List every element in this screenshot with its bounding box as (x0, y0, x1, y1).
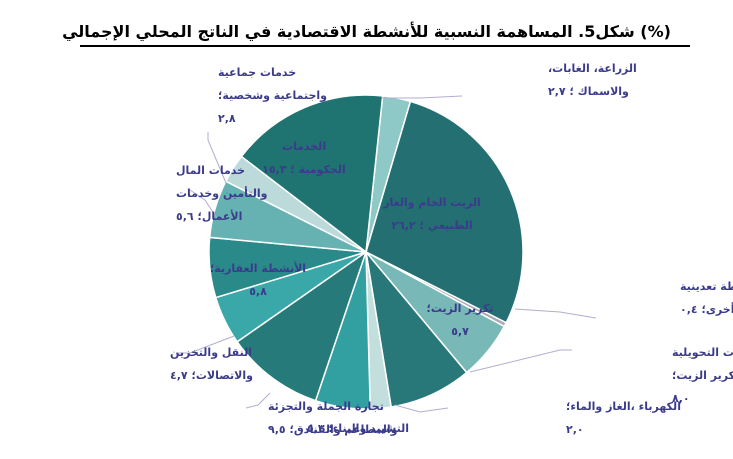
slice-label-line: الكهرباء ،الغاز والماء؛ (566, 400, 681, 413)
slice-label-line: الصناعات التحويلية (672, 346, 733, 359)
slice-label-line: النقل والتخزين (170, 346, 252, 359)
slice-label-line: ٢,٨ (218, 112, 236, 125)
title-underline (80, 45, 690, 47)
slice-label-line: التشييد والبناء؛ ٥,٣ (307, 422, 409, 435)
leader-line (394, 404, 449, 413)
slice-label: الزيت الخام والغاز الطبيعي ؛ ٢٦,٢ (382, 196, 481, 232)
leader-line (176, 335, 235, 354)
slice-label-line: وتحجيرية أخرى؛ ٠,٤ (680, 302, 733, 316)
slice-label-line: ما عدا تكرير الزيت؛ (672, 369, 733, 382)
leader-line (382, 95, 463, 99)
slice-label-line: أنشطة تعدينية (680, 279, 733, 293)
slice-label: أنشطة تعدينية وتحجيرية أخرى؛ ٠,٤ (680, 279, 733, 316)
pie-slice (364, 249, 468, 408)
slice-label-line: تجارة الجملة والتجزئة (268, 400, 384, 413)
pie-slice (240, 94, 384, 254)
leader-line (469, 349, 572, 373)
slice-label: تجارة الجملة والتجزئة والمطاعم والفنادق؛ … (268, 400, 398, 436)
slice-label: الكهرباء ،الغاز والماء؛ ٢,٠ (566, 400, 681, 436)
slice-label-line: الأعمال؛ ٥,٦ (176, 209, 242, 223)
slice-label-line: واجتماعية وشخصية؛ (218, 89, 327, 102)
chart-title: شكل5. المساهمة النسبية للأنشطة الاقتصادي… (62, 22, 671, 41)
slice-label: تكرير الزيت؛ ٥,٧ (426, 302, 493, 338)
slice-label-line: الخدمات (282, 140, 326, 153)
slice-label-line: تكرير الزيت؛ (426, 302, 493, 315)
slice-label-line: خدمات المال (176, 164, 245, 177)
slice-label-line: الزراعة، الغابات، (548, 62, 637, 75)
pie-slice (365, 100, 524, 324)
slice-label-line: الحكومية ؛ ١٥,٣ (262, 163, 345, 176)
slice-label-line: خدمات جماعية (218, 66, 296, 79)
pie-slice (236, 250, 368, 402)
slice-label: الزراعة، الغابات، والاسماك ؛ ٢,٧ (548, 62, 637, 98)
slice-label-line: ٥,٧ (451, 325, 469, 338)
slice-label: الخدمات الحكومية ؛ ١٥,٣ (262, 140, 345, 176)
leader-line (514, 308, 597, 319)
slice-label-line: والتأمين وخدمات (176, 186, 268, 200)
slice-label: خدمات المال والتأمين وخدمات الأعمال؛ ٥,٦ (176, 164, 268, 223)
slice-label-line: الطبيعي ؛ ٢٦,٢ (391, 219, 472, 232)
slice-label: التشييد والبناء؛ ٥,٣ (307, 422, 409, 435)
slice-label-line: الأنشطة العقارية؛ (210, 261, 306, 275)
slice-label: النقل والتخزين والاتصالات؛ ٤,٧ (170, 346, 253, 382)
leader-line (207, 132, 227, 184)
slice-label-line: والاتصالات؛ ٤,٧ (170, 369, 253, 382)
slice-label: خدمات جماعية واجتماعية وشخصية؛ ٢,٨ (218, 66, 327, 125)
leader-line (189, 189, 219, 221)
slice-label-line: ٥,٨ (249, 285, 267, 298)
slice-label-line: والاسماك ؛ ٢,٧ (548, 85, 629, 98)
leader-line (245, 392, 271, 409)
slice-label: الصناعات التحويلية ما عدا تكرير الزيت؛ ٨,٠ (672, 346, 733, 405)
slice-label-line: ٨,٠ (672, 392, 690, 405)
slice-label-line: والمطاعم والفنادق؛ ٩,٥ (268, 423, 398, 436)
slice-label-line: ٢,٠ (566, 423, 584, 436)
slice-label-line: الزيت الخام والغاز (382, 196, 481, 209)
slice-label: الأنشطة العقارية؛ ٥,٨ (210, 261, 306, 298)
